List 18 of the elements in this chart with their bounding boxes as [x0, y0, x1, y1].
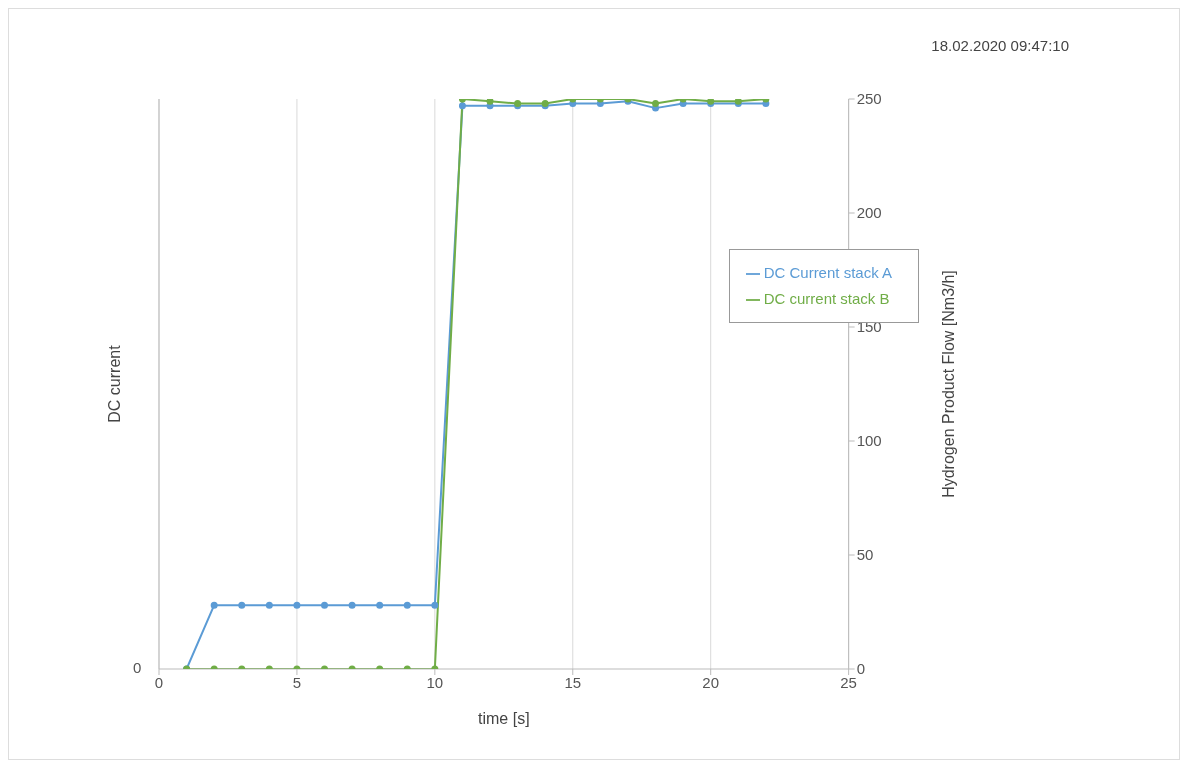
- legend-label: DC current stack B: [763, 290, 890, 307]
- y2-tick-label: 200: [856, 204, 882, 222]
- x-axis-title: time [s]: [478, 710, 530, 727]
- x-tick-label: 15: [564, 673, 582, 691]
- y2-tick-label: 100: [856, 432, 882, 450]
- x-tick-label: 5: [292, 673, 302, 691]
- text: 0: [133, 659, 142, 676]
- legend-label: DC Current stack A: [763, 264, 892, 281]
- y2-tick-label: 0: [856, 660, 865, 678]
- x-tick-label: 0: [154, 673, 164, 691]
- x-tick-label: 10: [426, 673, 444, 691]
- y-axis-title: DC current: [105, 344, 123, 423]
- y2-tick-label: 250: [856, 90, 882, 108]
- y2-axis-title: Hydrogen Product Flow [Nm3/h]: [940, 270, 958, 498]
- x-tick-label: 25: [840, 673, 857, 691]
- text: 18.02.2020 09:47:10: [931, 37, 1069, 54]
- y2-tick-label: 50: [856, 546, 874, 564]
- x-tick-label: 20: [702, 673, 720, 691]
